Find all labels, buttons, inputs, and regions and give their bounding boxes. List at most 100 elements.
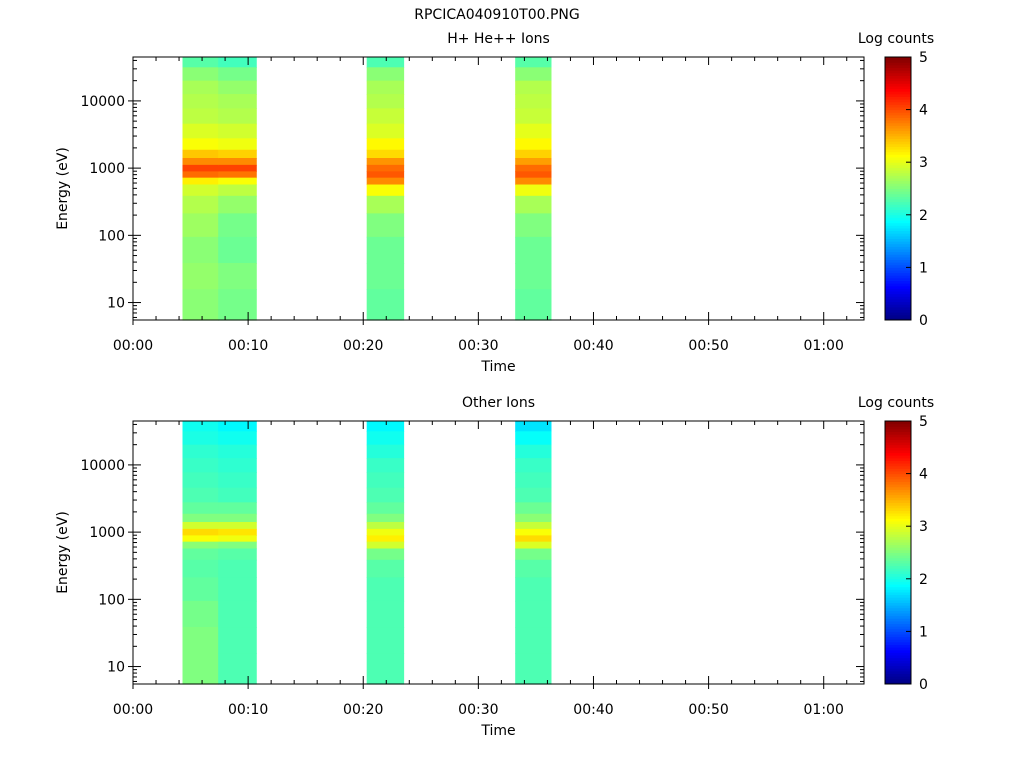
colorbar-segment [885, 272, 911, 276]
colorbar-segment [885, 502, 911, 506]
colorbar: 0 1 2 3 4 5 Log counts [858, 31, 934, 329]
colorbar-segment [885, 283, 911, 287]
panel-title: H+ He++ Ions [447, 31, 550, 47]
heatmap-cell [366, 541, 405, 550]
colorbar-segment [885, 78, 911, 82]
colorbar-segment [885, 568, 911, 572]
colorbar-segment [885, 660, 911, 664]
colorbar-segment [885, 151, 911, 155]
heatmap-cell [182, 627, 219, 654]
heatmap-cell [218, 263, 257, 290]
heatmap-cell [366, 123, 405, 139]
colorbar-segment [885, 639, 911, 643]
heatmap-cell [366, 184, 405, 197]
colorbar-segment [885, 615, 911, 619]
x-tick-label: 00:20 [343, 702, 383, 718]
heatmap-cell [218, 541, 257, 550]
axis-ticks [128, 421, 864, 689]
heatmap-cell [182, 289, 219, 321]
heatmap-cell [515, 600, 552, 628]
colorbar-segment [885, 120, 911, 124]
heatmap-cell [182, 263, 219, 290]
heatmap-cell [182, 213, 219, 238]
heatmap-cell [366, 444, 405, 459]
heatmap-cell [366, 108, 405, 125]
colorbar-segment [885, 497, 911, 501]
heatmap-cell [515, 458, 552, 473]
x-tick-label: 00:30 [458, 702, 498, 718]
heatmap-cell [182, 108, 219, 125]
heatmap-cell [366, 458, 405, 473]
colorbar-segment [885, 149, 911, 153]
colorbar-segment [885, 626, 911, 630]
colorbar-segment [885, 681, 911, 685]
colorbar-tick-label: 3 [919, 519, 928, 535]
colorbar-segment [885, 557, 911, 561]
heatmap-cell [366, 535, 405, 543]
colorbar-segment [885, 634, 911, 638]
heatmap-cell [182, 522, 219, 530]
colorbar-segment [885, 534, 911, 538]
colorbar-segment [885, 183, 911, 187]
heatmap-cell [182, 559, 219, 578]
colorbar-tick-label: 4 [919, 103, 928, 119]
colorbar-segment [885, 185, 911, 189]
heatmap-cell [515, 158, 552, 166]
colorbar-segment [885, 306, 911, 310]
panel-title: Other Ions [462, 395, 535, 411]
heatmap-cell [218, 184, 257, 197]
colorbar-segment [885, 128, 911, 132]
colorbar-segment [885, 117, 911, 121]
heatmap-cell [218, 236, 257, 264]
colorbar-segment [885, 277, 911, 282]
heatmap-cell [366, 289, 405, 321]
colorbar-segment [885, 243, 911, 247]
heatmap-cell [218, 627, 257, 654]
colorbar-segment [885, 156, 911, 161]
heatmap-cell [366, 171, 405, 179]
colorbar-segment [885, 170, 911, 174]
y-axis-label: Energy (eV) [55, 511, 71, 594]
y-tick-label: 10000 [80, 458, 125, 474]
heatmap-cell [515, 195, 552, 214]
colorbar-segment [885, 631, 911, 635]
heatmap-cell [366, 177, 405, 186]
heatmap-cell [366, 600, 405, 628]
colorbar-segment [885, 470, 911, 475]
colorbar-segment [885, 584, 911, 588]
colorbar-segment [885, 75, 911, 79]
colorbar-segment [885, 655, 911, 659]
colorbar-segment [885, 518, 911, 522]
colorbar-segment [885, 492, 911, 496]
heatmap-cell [218, 548, 257, 561]
axis-ticks [128, 57, 864, 325]
heatmap-cell [218, 213, 257, 238]
heatmap-cell [515, 487, 552, 503]
colorbar-segment [885, 164, 911, 168]
colorbar-segment [885, 494, 911, 498]
colorbar-segment [885, 523, 911, 527]
heatmap-cell [182, 472, 219, 489]
colorbar-segment [885, 206, 911, 211]
colorbar-segment [885, 570, 911, 575]
heatmap-cell [515, 577, 552, 602]
heatmap-cell [366, 653, 405, 685]
colorbar-segment [885, 114, 911, 118]
colorbar-segment [885, 83, 911, 87]
heatmap-cell [182, 80, 219, 95]
colorbar-segment [885, 301, 911, 305]
colorbar-segment [885, 421, 911, 425]
colorbar-segment [885, 455, 911, 459]
x-tick-label: 01:00 [804, 702, 844, 718]
y-tick-label: 1000 [89, 525, 125, 541]
heatmap-cell [366, 213, 405, 238]
x-tick-label: 00:00 [113, 338, 153, 354]
heatmap-cell [218, 289, 257, 321]
colorbar-segment [885, 57, 911, 61]
y-tick-label: 10 [107, 296, 125, 312]
colorbar-segment [885, 465, 911, 469]
colorbar-segment [885, 222, 911, 226]
colorbar-tick-label: 0 [919, 677, 928, 693]
x-tick-label: 00:10 [228, 702, 268, 718]
y-axis-label: Energy (eV) [55, 147, 71, 230]
